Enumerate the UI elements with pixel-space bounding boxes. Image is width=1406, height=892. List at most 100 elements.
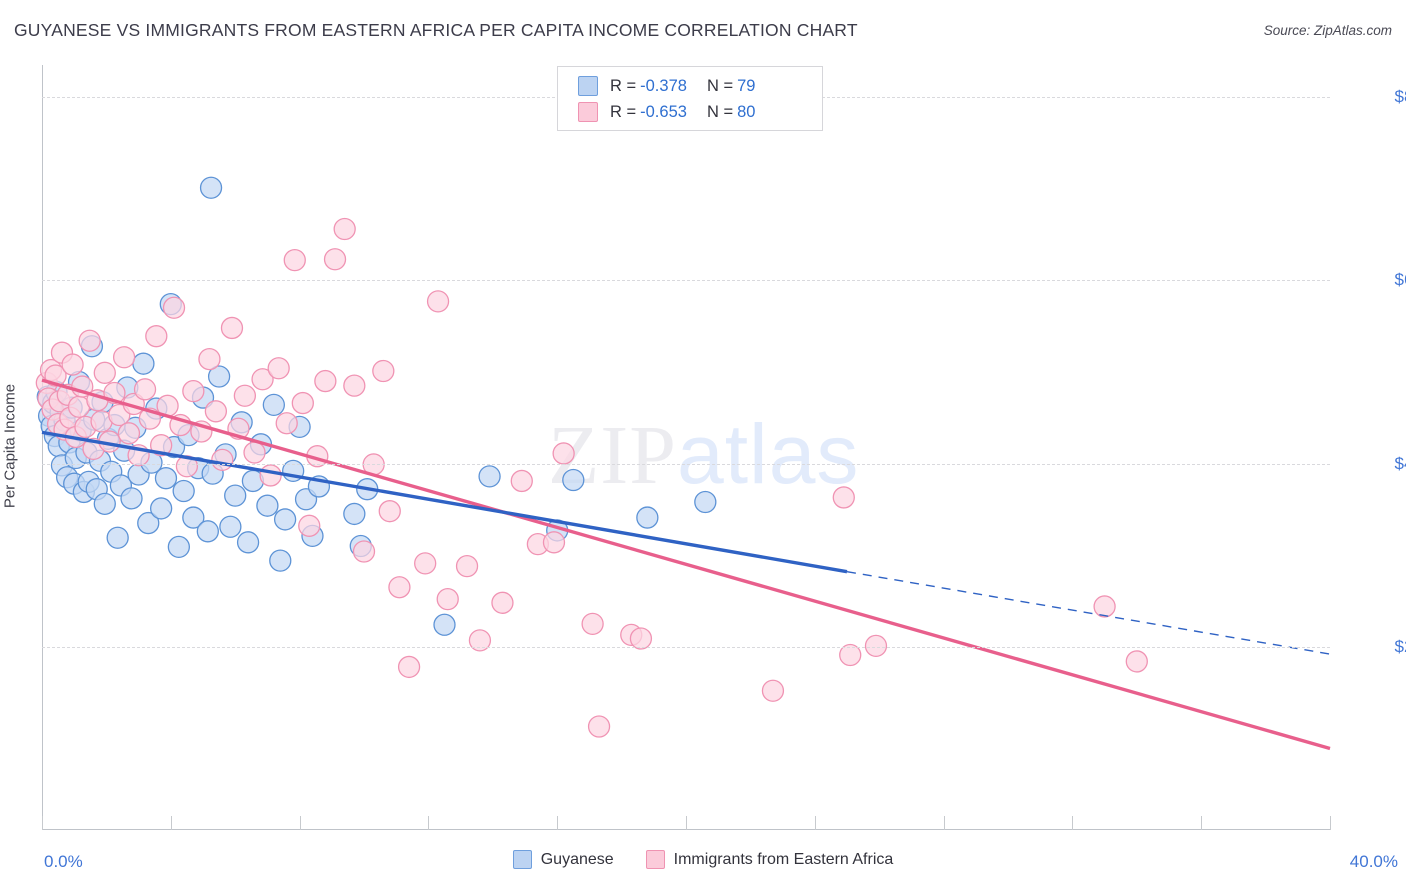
x-axis-tick [686,816,687,830]
data-point [204,400,228,423]
data-point [636,506,659,529]
data-point [172,479,195,503]
x-axis-max-label: 40.0% [1349,852,1398,871]
source-attribution: Source: ZipAtlas.com [1263,23,1392,38]
data-point [761,679,785,702]
data-point [1093,595,1116,618]
data-point [224,484,247,507]
data-point [283,248,306,272]
data-point [291,391,314,415]
data-point [269,549,292,572]
data-point [149,497,173,520]
data-point [864,634,888,658]
legend-label-eastern-africa: Immigrants from Eastern Africa [673,850,894,868]
data-point [468,629,492,652]
x-axis-tick [1201,816,1203,830]
data-point [219,515,242,538]
data-point [273,508,297,531]
data-point [433,613,456,636]
data-point [581,612,604,636]
n-label-pink: N = [706,102,734,121]
legend-label-guyanese: Guyanese [540,850,614,868]
legend-item-eastern-africa[interactable]: Immigrants from Eastern Africa [645,850,894,869]
y-axis-tick-label: $60,000 [1394,270,1406,290]
data-point [199,176,223,199]
data-point [388,576,411,599]
x-axis-tick [42,816,43,830]
x-axis-tick [814,816,816,830]
data-point [145,325,168,348]
series-legend: Guyanese Immigrants from Eastern Africa [0,850,1406,869]
data-point [182,380,205,403]
data-point [542,531,566,554]
r-value-pink: -0.653 [640,102,687,121]
data-point [397,655,421,679]
data-point [372,359,395,383]
data-point [275,412,298,435]
legend-item-guyanese[interactable]: Guyanese [512,850,614,869]
data-point [133,378,157,401]
y-axis-title: Per Capita Income [1,383,19,509]
data-point [352,540,376,563]
n-label-blue: N = [706,76,734,95]
data-point [93,492,116,515]
data-point [233,384,257,407]
scatter-layer [35,176,1331,751]
legend-swatch-blue [578,76,598,96]
data-point [251,368,274,391]
x-axis-tick [1330,816,1331,830]
page-title: GUYANESE VS IMMIGRANTS FROM EASTERN AFRI… [14,20,858,40]
data-point [211,448,234,472]
data-point [343,374,366,397]
x-axis-tick [557,816,559,830]
legend-color-swatch-eastern-africa [645,850,665,869]
data-point [243,441,266,464]
x-axis-tick [428,816,430,830]
trend-line [846,570,1331,655]
data-point [154,467,178,490]
data-point [314,369,337,393]
n-value-blue: 79 [737,76,756,95]
y-axis-line [42,65,43,830]
data-point [562,468,585,492]
data-point [298,514,321,537]
data-point [78,329,101,352]
trend-line [41,378,1331,751]
data-point [61,353,84,376]
legend-swatch-pink [578,102,598,122]
data-point [198,347,221,371]
stats-row-eastern-africa: R = -0.653 N = 80 [558,99,822,125]
gridline-y [42,463,1330,465]
data-point [1125,650,1148,673]
data-point [436,587,459,611]
r-label-pink: R = [610,102,637,121]
data-point [106,526,129,549]
data-point [259,464,282,487]
data-point [552,442,575,465]
data-point [220,316,244,340]
x-axis-tick [170,816,172,830]
y-axis-tick-label: $80,000 [1394,87,1406,107]
data-point [93,361,116,384]
data-point [167,535,191,559]
data-point [196,520,219,543]
data-point [629,627,653,650]
legend-color-swatch-guyanese [512,850,532,869]
data-point [378,500,401,523]
data-point [132,352,155,375]
data-point [207,365,231,388]
x-axis-tick [1072,816,1074,830]
data-point [426,290,450,313]
data-point [832,486,855,509]
plot-area: $20,000 $40,000 $60,000 $80,000 [35,65,1406,830]
data-point [120,487,143,510]
data-point [510,469,533,493]
data-point [491,591,514,614]
trend-line [41,430,848,574]
data-point [478,465,501,488]
data-point [414,552,437,575]
y-axis-tick-label: $40,000 [1394,453,1406,473]
r-value-blue: -0.378 [640,76,687,95]
gridline-y [42,646,1330,648]
